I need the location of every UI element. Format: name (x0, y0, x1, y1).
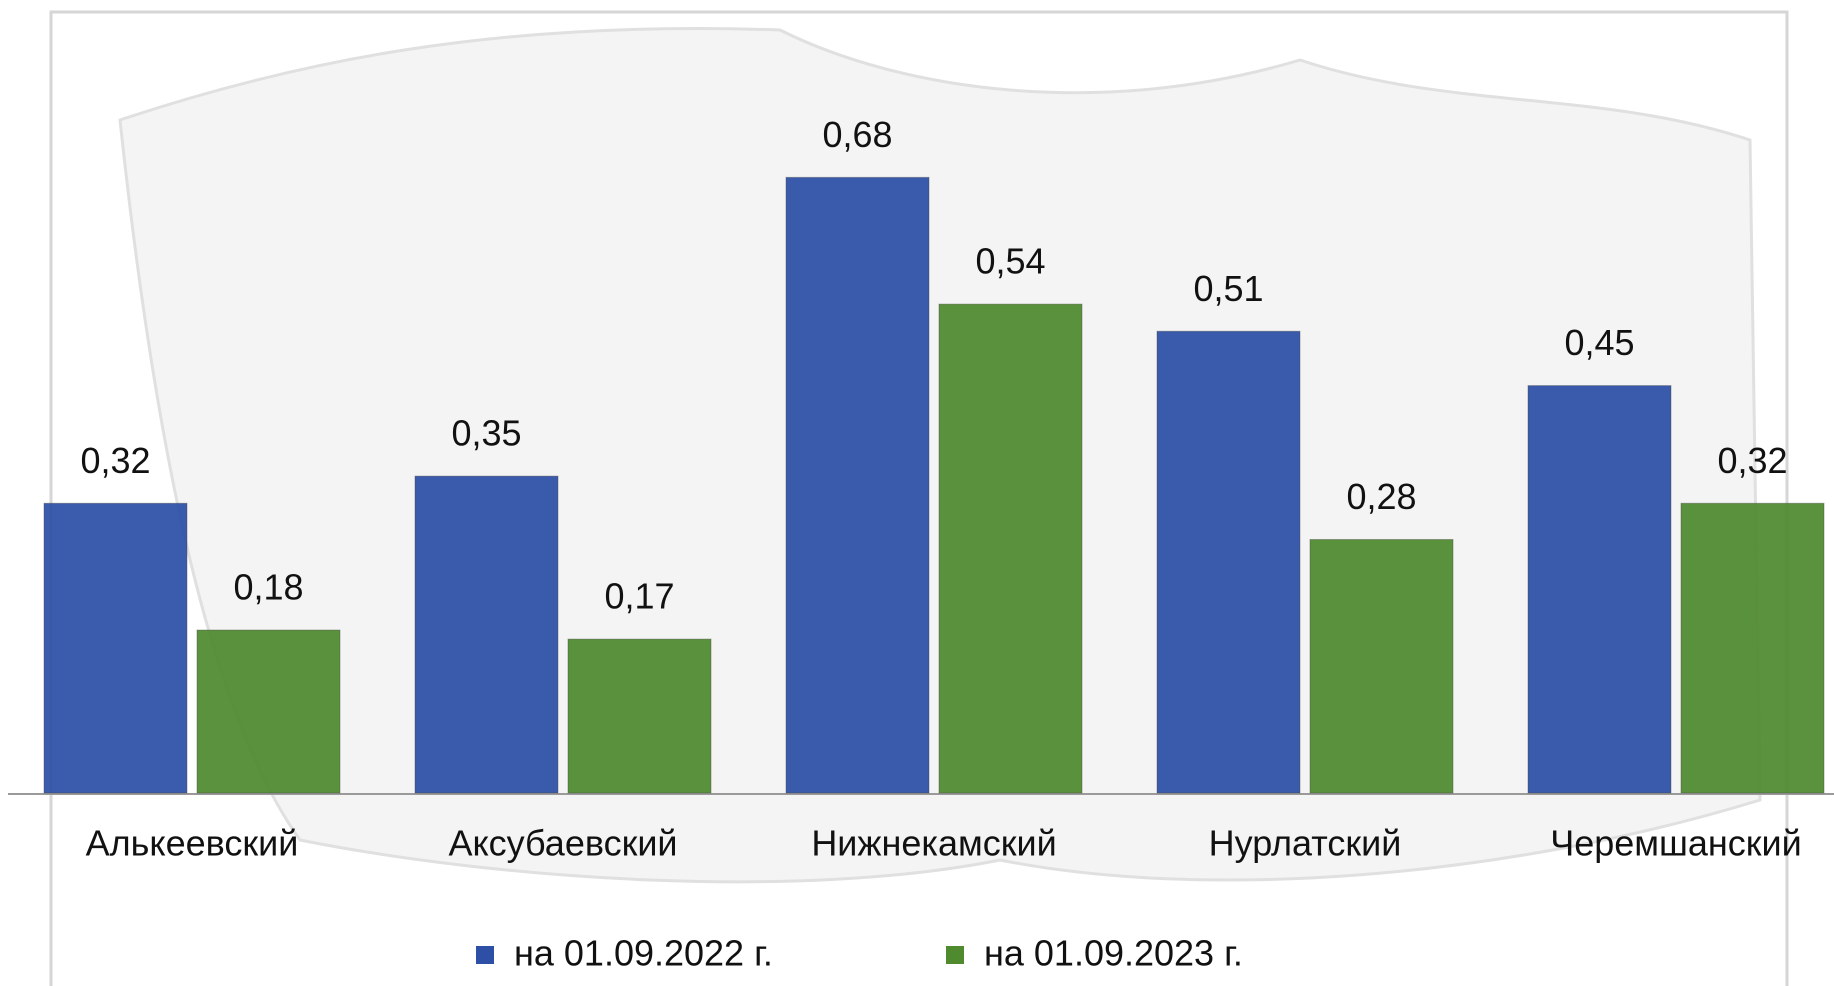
x-tick-label: Нижнекамский (811, 823, 1056, 864)
bar (1527, 385, 1672, 794)
x-tick-label: Аксубаевский (448, 823, 677, 864)
bar (1156, 330, 1301, 794)
legend-swatch (946, 946, 964, 964)
value-label: 0,45 (1564, 322, 1634, 363)
legend-swatch (476, 946, 494, 964)
value-label: 0,17 (604, 576, 674, 617)
x-tick-label: Черемшанский (1550, 823, 1802, 864)
bar (1309, 539, 1454, 794)
value-label: 0,32 (80, 440, 150, 481)
bar (414, 475, 559, 794)
bar (938, 303, 1083, 794)
bar (43, 502, 188, 794)
x-tick-label: Нурлатский (1209, 823, 1402, 864)
bar (567, 638, 712, 794)
value-label: 0,54 (975, 241, 1045, 282)
bar (1680, 502, 1825, 794)
bar (785, 176, 930, 794)
value-label: 0,68 (822, 114, 892, 155)
legend-label: на 01.09.2023 г. (984, 933, 1243, 974)
legend-label: на 01.09.2022 г. (514, 933, 773, 974)
bar (196, 629, 341, 794)
value-label: 0,28 (1346, 476, 1416, 517)
value-label: 0,18 (233, 567, 303, 608)
x-tick-label: Алькеевский (86, 823, 299, 864)
value-label: 0,51 (1193, 268, 1263, 309)
value-label: 0,32 (1717, 440, 1787, 481)
value-label: 0,35 (451, 413, 521, 454)
